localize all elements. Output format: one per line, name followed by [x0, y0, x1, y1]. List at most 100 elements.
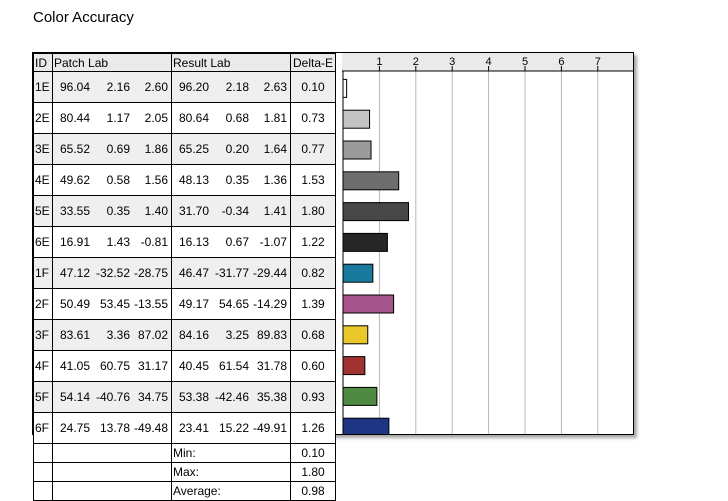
- result-lab-cell: 40.45 61.54 31.78: [171, 350, 291, 382]
- row-id: 5F: [33, 381, 53, 413]
- result-lab-cell-v1: 23.41: [178, 421, 209, 435]
- patch-lab-cell-v2: 0.58: [106, 173, 130, 187]
- patch-lab-cell-v2: 13.78: [99, 421, 130, 435]
- patch-lab-cell-v3: 31.17: [137, 359, 168, 373]
- summary-blank: [33, 481, 53, 501]
- x-tick-label: 5: [522, 56, 528, 68]
- row-id: 6E: [33, 226, 53, 258]
- patch-lab-cell-v1: 24.75: [59, 421, 90, 435]
- table-row: 5F 54.14 -40.76 34.75 53.38 -42.46 35.38 0.93: [33, 381, 336, 413]
- delta-e-cell: 0.77: [290, 133, 336, 165]
- row-id: 3F: [33, 319, 53, 351]
- patch-lab-cell-v2: 60.75: [99, 359, 130, 373]
- summary-label: Min:: [171, 443, 291, 463]
- row-id: 1E: [33, 71, 53, 103]
- summary-blank: [52, 481, 172, 501]
- header-result-lab: Result Lab: [171, 53, 291, 72]
- patch-lab-cell-v3: -13.55: [133, 297, 168, 311]
- row-id: 2E: [33, 102, 53, 134]
- delta-e-cell: 1.53: [290, 164, 336, 196]
- header-row: ID Patch Lab Result Lab Delta-E: [33, 53, 336, 72]
- result-lab-cell-v3: 2.63: [263, 80, 287, 94]
- bar-2E: [342, 109, 371, 129]
- patch-lab-cell-v3: 1.40: [144, 204, 168, 218]
- table-row: 2F 50.49 53.45 -13.55 49.17 54.65 -14.29 1.39: [33, 288, 336, 320]
- patch-lab-cell: 47.12 -32.52 -28.75: [52, 257, 172, 289]
- patch-lab-cell-v1: 41.05: [59, 359, 90, 373]
- result-lab-cell-v1: 65.25: [178, 142, 209, 156]
- result-lab-cell-v1: 49.17: [178, 297, 209, 311]
- result-lab-cell-v2: 3.25: [225, 328, 249, 342]
- patch-lab-cell-v2: 3.36: [106, 328, 130, 342]
- patch-lab-cell-v3: -49.48: [133, 421, 168, 435]
- patch-lab-cell: 54.14 -40.76 34.75: [52, 381, 172, 413]
- patch-lab-cell-v1: 65.52: [59, 142, 90, 156]
- result-lab-cell-v2: 0.67: [225, 235, 249, 249]
- summary-blank: [52, 462, 172, 482]
- patch-lab-cell-v2: 0.69: [106, 142, 130, 156]
- patch-lab-cell-v2: 1.43: [106, 235, 130, 249]
- result-lab-cell-v3: 31.78: [256, 359, 287, 373]
- patch-lab-cell: 49.62 0.58 1.56: [52, 164, 172, 196]
- table-row: 6E 16.91 1.43 -0.81 16.13 0.67 -1.07 1.22: [33, 226, 336, 258]
- patch-lab-cell-v1: 83.61: [59, 328, 90, 342]
- patch-lab-cell-v2: 1.17: [106, 111, 130, 125]
- patch-lab-cell-v1: 96.04: [59, 80, 90, 94]
- x-tick-label: 1: [376, 56, 382, 68]
- result-lab-cell-v2: 54.65: [218, 297, 249, 311]
- table-row: 3F 83.61 3.36 87.02 84.16 3.25 89.83 0.68: [33, 319, 336, 351]
- patch-lab-cell-v2: 53.45: [99, 297, 130, 311]
- result-lab-cell: 49.17 54.65 -14.29: [171, 288, 291, 320]
- table-row: 1E 96.04 2.16 2.60 96.20 2.18 2.63 0.10: [33, 71, 336, 103]
- result-lab-cell-v1: 40.45: [178, 359, 209, 373]
- patch-lab-cell-v1: 49.62: [59, 173, 90, 187]
- patch-lab-cell: 16.91 1.43 -0.81: [52, 226, 172, 258]
- result-lab-cell-v2: 61.54: [218, 359, 249, 373]
- chart-title: Color Accuracy: [33, 9, 134, 26]
- delta-e-cell: 1.39: [290, 288, 336, 320]
- result-lab-cell: 80.64 0.68 1.81: [171, 102, 291, 134]
- x-tick-label: 6: [558, 56, 564, 68]
- delta-e-cell: 1.22: [290, 226, 336, 258]
- patch-lab-cell-v1: 80.44: [59, 111, 90, 125]
- result-lab-cell: 16.13 0.67 -1.07: [171, 226, 291, 258]
- color-accuracy-panel: ID Patch Lab Result Lab Delta-E 1E 96.04 2…: [32, 52, 634, 501]
- bar-5E: [342, 202, 410, 222]
- data-table: ID Patch Lab Result Lab Delta-E 1E 96.04 2…: [33, 53, 336, 501]
- result-lab-cell: 84.16 3.25 89.83: [171, 319, 291, 351]
- result-lab-cell-v3: -49.91: [252, 421, 287, 435]
- header-id: ID: [33, 53, 53, 72]
- result-lab-cell-v2: -42.46: [214, 390, 249, 404]
- table-row: 2E 80.44 1.17 2.05 80.64 0.68 1.81 0.73: [33, 102, 336, 134]
- x-tick-label: 2: [413, 56, 419, 68]
- delta-e-cell: 0.10: [290, 71, 336, 103]
- summary-blank: [33, 443, 53, 463]
- row-id: 4F: [33, 350, 53, 382]
- result-lab-cell: 31.70 -0.34 1.41: [171, 195, 291, 227]
- summary-row: Max: 1.80: [33, 462, 336, 482]
- x-tick-label: 7: [595, 56, 601, 68]
- result-lab-cell-v2: -0.34: [221, 204, 249, 218]
- patch-lab-cell-v1: 47.12: [59, 266, 90, 280]
- result-lab-cell-v1: 53.38: [178, 390, 209, 404]
- patch-lab-cell: 33.55 0.35 1.40: [52, 195, 172, 227]
- patch-lab-cell-v1: 16.91: [59, 235, 90, 249]
- row-id: 1F: [33, 257, 53, 289]
- result-lab-cell-v3: -1.07: [259, 235, 287, 249]
- result-lab-cell-v3: -29.44: [252, 266, 287, 280]
- result-lab-cell: 65.25 0.20 1.64: [171, 133, 291, 165]
- result-lab-cell-v2: 0.20: [225, 142, 249, 156]
- patch-lab-cell-v1: 50.49: [59, 297, 90, 311]
- patch-lab-cell-v3: 2.60: [144, 80, 168, 94]
- result-lab-cell-v2: 15.22: [218, 421, 249, 435]
- patch-lab-cell-v1: 33.55: [59, 204, 90, 218]
- result-lab-cell: 96.20 2.18 2.63: [171, 71, 291, 103]
- result-lab-cell: 48.13 0.35 1.36: [171, 164, 291, 196]
- delta-e-cell: 0.73: [290, 102, 336, 134]
- delta-e-cell: 0.82: [290, 257, 336, 289]
- patch-lab-cell: 96.04 2.16 2.60: [52, 71, 172, 103]
- delta-e-cell: 0.93: [290, 381, 336, 413]
- patch-lab-cell-v3: -28.75: [133, 266, 168, 280]
- result-lab-cell-v3: 89.83: [256, 328, 287, 342]
- row-id: 5E: [33, 195, 53, 227]
